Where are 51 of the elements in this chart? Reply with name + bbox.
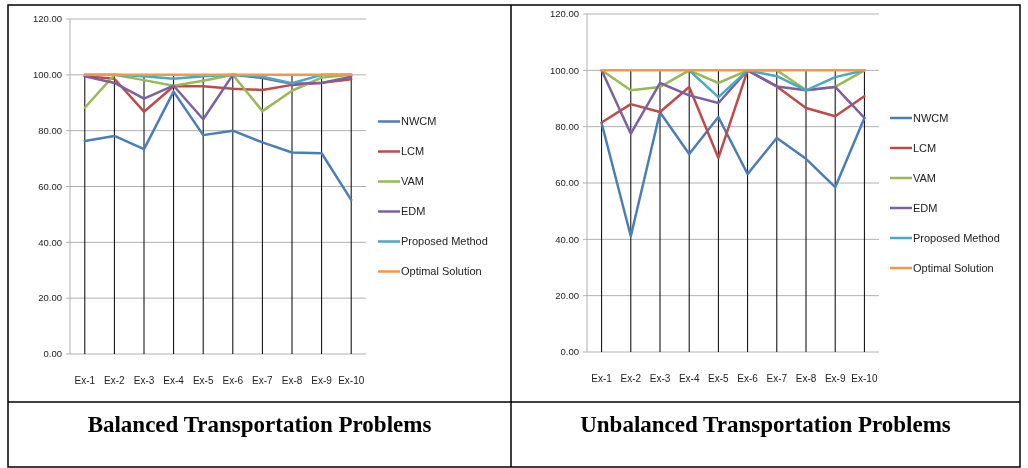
- x-tick-label: Ex-7: [252, 375, 274, 386]
- x-tick-label: Ex-5: [708, 373, 730, 384]
- x-tick-label: Ex-7: [766, 373, 788, 384]
- y-tick-label: 100.00: [32, 69, 62, 81]
- legend-label: VAM: [401, 175, 425, 188]
- y-tick-label: 120.00: [32, 13, 62, 25]
- x-tick-label: Ex-8: [795, 373, 817, 384]
- y-tick-label: 0.00: [43, 348, 62, 360]
- legend-label: LCM: [913, 141, 937, 154]
- legend-label: EDM: [401, 205, 426, 218]
- x-tick-label: Ex-10: [338, 375, 365, 386]
- line-series: [600, 69, 866, 135]
- x-tick-label: Ex-9: [311, 375, 333, 386]
- text: Unbalanced Transportation Problems: [580, 412, 951, 437]
- x-tick-label: Ex-6: [222, 375, 244, 386]
- y-tick-label: 0.00: [560, 346, 579, 358]
- x-tick-label: Ex-2: [620, 373, 642, 384]
- x-tick-label: Ex-5: [192, 375, 214, 386]
- y-tick-label: 60.00: [38, 180, 62, 192]
- y-tick-label: 80.00: [38, 124, 62, 136]
- y-tick-label: 40.00: [555, 233, 579, 245]
- legend-label: Optimal Solution: [401, 265, 482, 278]
- y-tick-label: 20.00: [555, 289, 579, 301]
- x-tick-label: Ex-4: [163, 375, 185, 386]
- x-tick-label: Ex-6: [737, 373, 759, 384]
- legend-label: Proposed Method: [401, 235, 488, 248]
- x-tick-label: Ex-3: [649, 373, 671, 384]
- y-tick-label: 60.00: [555, 177, 579, 189]
- x-tick-label: Ex-10: [851, 373, 878, 384]
- x-tick-label: Ex-1: [591, 373, 613, 384]
- legend-label: Proposed Method: [913, 231, 1000, 244]
- x-tick-label: Ex-9: [824, 373, 846, 384]
- line-series: [83, 90, 353, 202]
- x-tick-label: Ex-4: [678, 373, 700, 384]
- text: Balanced Transportation Problems: [87, 412, 432, 437]
- x-tick-label: Ex-1: [74, 375, 96, 386]
- y-tick-label: 100.00: [549, 64, 579, 76]
- y-tick-label: 20.00: [38, 292, 62, 304]
- line-series: [600, 111, 866, 238]
- y-tick-label: 40.00: [38, 236, 62, 248]
- legend-label: Optimal Solution: [913, 261, 994, 274]
- legend-label: NWCM: [401, 115, 437, 128]
- legend-label: LCM: [401, 145, 425, 158]
- legend-label: VAM: [913, 171, 937, 184]
- legend-label: EDM: [913, 201, 938, 214]
- legend-label: NWCM: [913, 111, 949, 124]
- x-tick-label: Ex-8: [281, 375, 303, 386]
- x-tick-label: Ex-2: [104, 375, 126, 386]
- x-tick-label: Ex-3: [133, 375, 155, 386]
- y-tick-label: 120.00: [549, 8, 579, 20]
- y-tick-label: 80.00: [555, 120, 579, 132]
